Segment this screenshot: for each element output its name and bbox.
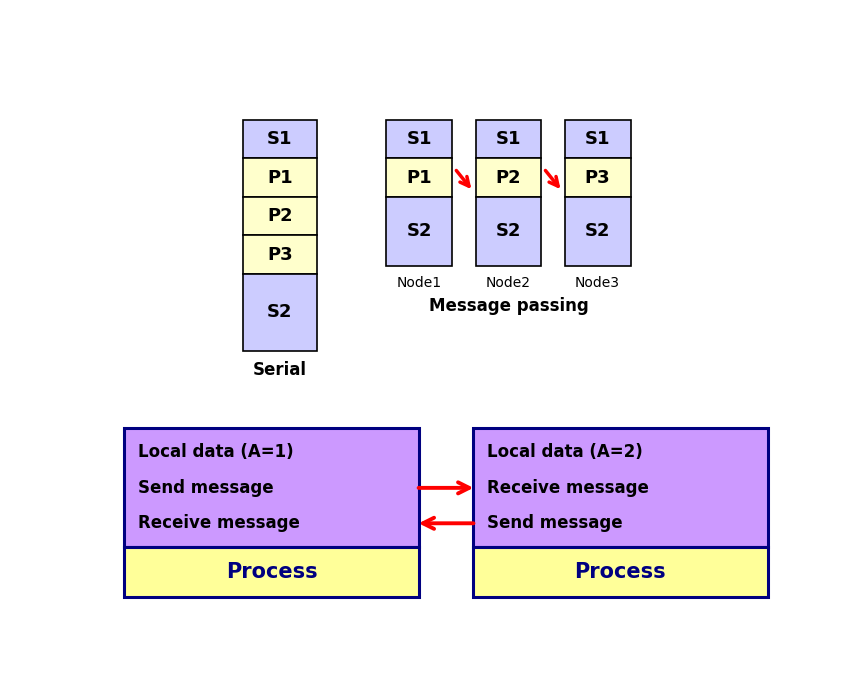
Text: S1: S1 (496, 130, 521, 148)
Text: P2: P2 (496, 168, 521, 187)
Text: S2: S2 (406, 222, 432, 241)
Bar (243, 158, 317, 197)
Text: Receive message: Receive message (487, 479, 649, 497)
Bar (125, 547, 419, 597)
Text: Process: Process (575, 562, 667, 582)
Bar (387, 158, 452, 197)
Text: S1: S1 (267, 130, 293, 148)
Text: P2: P2 (267, 207, 293, 225)
Bar (476, 158, 541, 197)
Text: P1: P1 (267, 168, 293, 187)
Bar (564, 197, 631, 266)
Text: S2: S2 (585, 222, 610, 241)
Bar (473, 547, 768, 597)
Text: P3: P3 (585, 168, 611, 187)
Bar (473, 428, 768, 547)
Text: Local data (A=1): Local data (A=1) (138, 443, 294, 462)
Text: S1: S1 (406, 130, 432, 148)
Bar (243, 120, 317, 158)
Text: Send message: Send message (138, 479, 274, 497)
Bar (476, 120, 541, 158)
Bar (387, 120, 452, 158)
Bar (564, 120, 631, 158)
Text: Node1: Node1 (397, 276, 442, 290)
Text: Send message: Send message (487, 514, 623, 532)
Text: P1: P1 (406, 168, 432, 187)
Bar (243, 197, 317, 235)
Text: S2: S2 (496, 222, 521, 241)
Text: Local data (A=2): Local data (A=2) (487, 443, 643, 462)
Bar (125, 428, 419, 547)
Bar (243, 235, 317, 274)
Bar (387, 197, 452, 266)
Text: Receive message: Receive message (138, 514, 301, 532)
Text: Node3: Node3 (575, 276, 620, 290)
Text: P3: P3 (267, 246, 293, 263)
Bar (243, 274, 317, 351)
Text: S2: S2 (267, 303, 293, 321)
Bar (564, 158, 631, 197)
Text: Process: Process (226, 562, 318, 582)
Text: S1: S1 (585, 130, 610, 148)
Text: Node2: Node2 (486, 276, 531, 290)
Bar (476, 197, 541, 266)
Text: Serial: Serial (253, 361, 307, 379)
Text: Message passing: Message passing (429, 297, 588, 315)
